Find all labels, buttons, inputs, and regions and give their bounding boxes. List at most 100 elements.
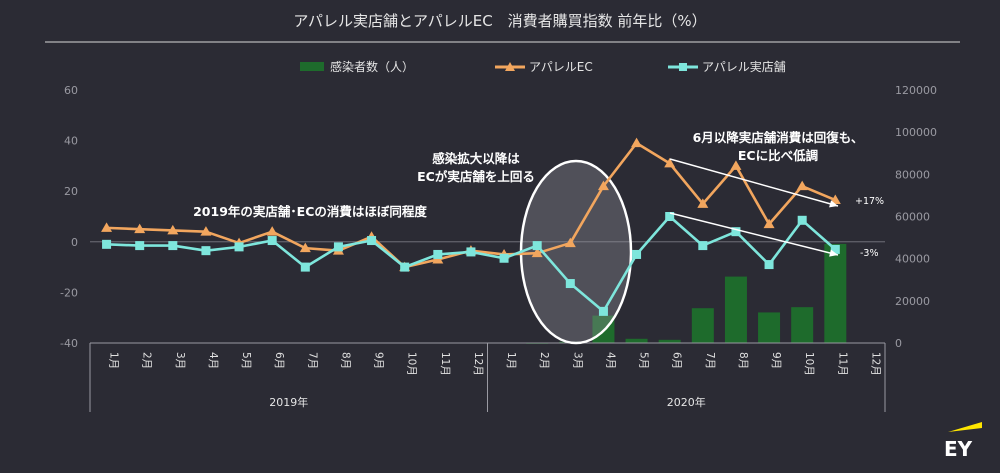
- point-apparel-store: [565, 279, 575, 289]
- point-apparel-ec: [730, 160, 742, 170]
- ey-logo-text: EY: [944, 437, 973, 461]
- y-right-tick-label: 100000: [895, 126, 937, 139]
- point-apparel-store: [333, 242, 343, 252]
- x-tick-label: 5月: [240, 352, 252, 369]
- point-apparel-store: [764, 260, 774, 270]
- x-tick-label: 9月: [770, 352, 782, 369]
- annotation-infection-2: ECが実店舗を上回る: [417, 169, 535, 184]
- y-left-tick-label: -20: [60, 286, 78, 299]
- bar-cases: [791, 307, 814, 343]
- ey-logo-bar: [948, 422, 982, 432]
- bars-layer: [526, 243, 847, 344]
- chart-title: アパレル実店舗とアパレルEC 消費者購買指数 前年比（%）: [293, 12, 706, 30]
- legend-label: アパレル実店舗: [702, 59, 786, 74]
- bar-cases: [824, 243, 847, 343]
- legend-marker-square: [679, 63, 687, 71]
- point-apparel-store: [300, 262, 310, 272]
- y-left-tick-label: 60: [64, 84, 78, 97]
- x-tick-label: 10月: [406, 352, 418, 376]
- point-apparel-store: [731, 227, 741, 237]
- x-tick-label: 7月: [704, 352, 716, 369]
- x-tick-label: 12月: [472, 352, 484, 376]
- x-tick-label: 11月: [439, 352, 451, 376]
- point-apparel-store: [201, 246, 211, 256]
- x-tick-label: 1月: [505, 352, 517, 369]
- point-apparel-store: [400, 262, 410, 272]
- bar-cases: [758, 312, 781, 343]
- legend-marker-triangle: [505, 62, 515, 71]
- x-tick-label: 9月: [373, 352, 385, 369]
- x-tick-label: 8月: [737, 352, 749, 369]
- bar-cases: [691, 308, 714, 343]
- point-apparel-store: [367, 236, 377, 246]
- point-apparel-ec: [796, 180, 808, 191]
- legend-label: アパレルEC: [529, 60, 593, 74]
- legend-label: 感染者数（人）: [330, 59, 414, 74]
- point-apparel-store: [532, 241, 542, 251]
- y-right-tick-label: 40000: [895, 253, 930, 266]
- y-left-tick-label: 0: [71, 236, 78, 249]
- point-apparel-ec: [134, 223, 146, 234]
- y-left-tick-label: 40: [64, 135, 78, 148]
- point-apparel-ec: [664, 157, 676, 168]
- point-apparel-store: [234, 242, 244, 252]
- point-apparel-store: [466, 247, 476, 257]
- point-apparel-ec: [167, 224, 179, 235]
- trend-arrow-ec-head: [829, 200, 838, 208]
- x-tick-label: 4月: [207, 352, 219, 369]
- point-apparel-ec: [631, 137, 643, 148]
- point-apparel-ec: [299, 242, 311, 253]
- year-label: 2020年: [667, 395, 706, 409]
- annotations-layer: 2019年の実店舗･ECの消費はほぼ同程度 感染拡大以降は ECが実店舗を上回る 6月…: [193, 130, 884, 259]
- point-apparel-ec: [763, 218, 775, 229]
- x-tick-label: 11月: [836, 352, 848, 376]
- point-apparel-store: [632, 249, 642, 259]
- x-tick-label: 6月: [671, 352, 683, 369]
- trend-arrow-store-head: [829, 249, 838, 257]
- bar-cases: [724, 276, 747, 343]
- annotation-june-2: ECに比べ低調: [738, 148, 818, 163]
- point-apparel-ec: [531, 247, 543, 258]
- x-tick-label: 8月: [339, 352, 351, 369]
- point-apparel-store: [499, 253, 509, 263]
- y-right-tick-label: 60000: [895, 211, 930, 224]
- annotation-infection-1: 感染拡大以降は: [432, 151, 520, 166]
- point-apparel-store: [598, 306, 608, 316]
- trend-arrow-store: [669, 212, 839, 256]
- point-apparel-ec: [200, 226, 212, 236]
- point-apparel-ec: [564, 237, 576, 248]
- bar-cases: [625, 338, 648, 343]
- lines-layer: [101, 137, 841, 316]
- annotation-june-1: 6月以降実店舗消費は回復も、: [693, 130, 864, 145]
- x-tick-label: 4月: [604, 352, 616, 369]
- x-tick-label: 12月: [869, 352, 881, 376]
- point-apparel-ec: [697, 198, 709, 208]
- point-apparel-ec: [597, 180, 609, 191]
- y-right-tick-label: 80000: [895, 168, 930, 181]
- point-apparel-store: [433, 249, 443, 259]
- trend-arrow-ec: [669, 158, 839, 207]
- y-left-tick-label: -40: [60, 337, 78, 350]
- point-apparel-store: [830, 244, 840, 254]
- point-apparel-ec: [266, 226, 278, 236]
- x-tick-label: 3月: [571, 352, 583, 369]
- x-tick-label: 2月: [141, 352, 153, 369]
- annotation-ec-pct: +17%: [855, 196, 884, 207]
- y-right-tick-label: 20000: [895, 295, 930, 308]
- point-apparel-ec: [101, 222, 113, 232]
- x-tick-label: 1月: [108, 352, 120, 369]
- x-tick-label: 2月: [538, 352, 550, 369]
- point-apparel-store: [267, 236, 277, 246]
- bar-cases: [658, 339, 681, 343]
- point-apparel-store: [698, 241, 708, 251]
- y-left-tick-label: 20: [64, 185, 78, 198]
- point-apparel-store: [102, 239, 112, 249]
- x-tick-label: 10月: [803, 352, 815, 376]
- x-tick-label: 3月: [174, 352, 186, 369]
- point-apparel-store: [797, 215, 807, 225]
- x-tick-label: 6月: [273, 352, 285, 369]
- y-right-tick-label: 120000: [895, 84, 937, 97]
- axes-layer: 60 40 20 0 -20 -40 120000 100000 80000 60000 40000…: [60, 84, 937, 412]
